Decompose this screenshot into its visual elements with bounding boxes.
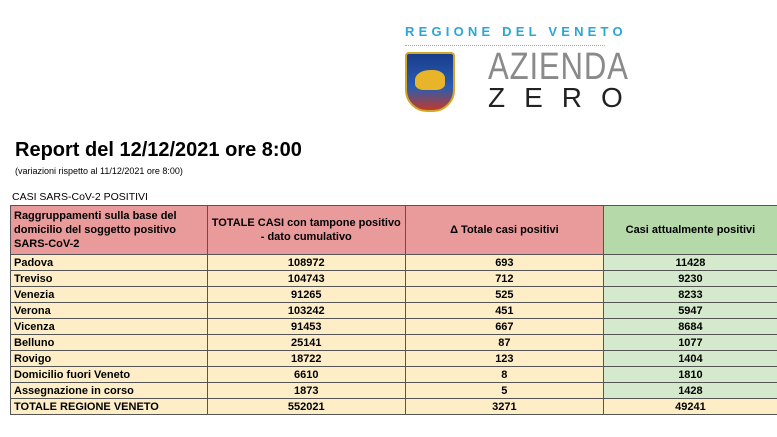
total-cases: 18722 bbox=[206, 350, 406, 367]
delta-cases: 5 bbox=[404, 382, 604, 399]
table-row: Venezia 91265 525 8233 bbox=[10, 286, 777, 303]
table-row: Assegnazione in corso 1873 5 1428 bbox=[10, 382, 777, 399]
delta-cases: 693 bbox=[404, 254, 604, 271]
delta-cases: 123 bbox=[404, 350, 604, 367]
current-positive: 11428 bbox=[602, 254, 777, 271]
delta-cases: 525 bbox=[404, 286, 604, 303]
header-total-cases: TOTALE CASI con tampone positivo - dato … bbox=[206, 205, 406, 255]
current-positive: 1077 bbox=[602, 334, 777, 351]
table-row: Treviso 104743 712 9230 bbox=[10, 270, 777, 287]
delta-cases: 451 bbox=[404, 302, 604, 319]
delta-cases: 712 bbox=[404, 270, 604, 287]
section-label: CASI SARS-CoV-2 POSITIVI bbox=[12, 191, 148, 203]
delta-cases: 8 bbox=[404, 366, 604, 383]
header-delta: Δ Totale casi positivi bbox=[404, 205, 604, 255]
logo-region-text: REGIONE DEL VENETO bbox=[405, 24, 627, 39]
current-positive: 8233 bbox=[602, 286, 777, 303]
table-row: Vicenza 91453 667 8684 bbox=[10, 318, 777, 335]
table-row: Domicilio fuori Veneto 6610 8 1810 bbox=[10, 366, 777, 383]
delta-cases: 87 bbox=[404, 334, 604, 351]
total-cases: 91265 bbox=[206, 286, 406, 303]
table-total-row: TOTALE REGIONE VENETO 552021 3271 49241 bbox=[10, 398, 777, 415]
header-current-positive: Casi attualmente positivi bbox=[602, 205, 777, 255]
total-cases: 108972 bbox=[206, 254, 406, 271]
area-name: Verona bbox=[10, 302, 208, 319]
azienda-zero-logo: REGIONE DEL VENETO AZIENDA ZERO bbox=[405, 24, 628, 112]
delta-cases: 3271 bbox=[404, 398, 604, 415]
logo-azienda-text: AZIENDA bbox=[488, 46, 629, 88]
total-cases: 103242 bbox=[206, 302, 406, 319]
total-cases: 552021 bbox=[206, 398, 406, 415]
area-name: Venezia bbox=[10, 286, 208, 303]
area-name: Assegnazione in corso bbox=[10, 382, 208, 399]
report-subtitle: (variazioni rispetto al 11/12/2021 ore 8… bbox=[15, 166, 183, 176]
area-name: Padova bbox=[10, 254, 208, 271]
area-name: Belluno bbox=[10, 334, 208, 351]
report-title: Report del 12/12/2021 ore 8:00 bbox=[15, 139, 302, 161]
table-row: Belluno 25141 87 1077 bbox=[10, 334, 777, 351]
logo-zero-text: ZERO bbox=[488, 82, 642, 113]
current-positive: 1810 bbox=[602, 366, 777, 383]
current-positive: 1428 bbox=[602, 382, 777, 399]
total-cases: 1873 bbox=[206, 382, 406, 399]
area-name: Rovigo bbox=[10, 350, 208, 367]
current-positive: 5947 bbox=[602, 302, 777, 319]
table-header-row: Raggruppamenti sulla base del domicilio … bbox=[10, 205, 777, 255]
total-cases: 25141 bbox=[206, 334, 406, 351]
logo-divider bbox=[405, 45, 605, 46]
total-cases: 6610 bbox=[206, 366, 406, 383]
total-cases: 104743 bbox=[206, 270, 406, 287]
header-area: Raggruppamenti sulla base del domicilio … bbox=[10, 205, 208, 255]
current-positive: 9230 bbox=[602, 270, 777, 287]
table-row: Padova 108972 693 11428 bbox=[10, 254, 777, 271]
table-row: Rovigo 18722 123 1404 bbox=[10, 350, 777, 367]
current-positive: 49241 bbox=[602, 398, 777, 415]
delta-cases: 667 bbox=[404, 318, 604, 335]
lion-of-st-mark-crest-icon bbox=[405, 52, 455, 112]
area-name: Domicilio fuori Veneto bbox=[10, 366, 208, 383]
current-positive: 8684 bbox=[602, 318, 777, 335]
area-name: Treviso bbox=[10, 270, 208, 287]
area-name: TOTALE REGIONE VENETO bbox=[10, 398, 208, 415]
total-cases: 91453 bbox=[206, 318, 406, 335]
area-name: Vicenza bbox=[10, 318, 208, 335]
table-row: Verona 103242 451 5947 bbox=[10, 302, 777, 319]
current-positive: 1404 bbox=[602, 350, 777, 367]
positive-cases-table: Raggruppamenti sulla base del domicilio … bbox=[10, 205, 777, 415]
